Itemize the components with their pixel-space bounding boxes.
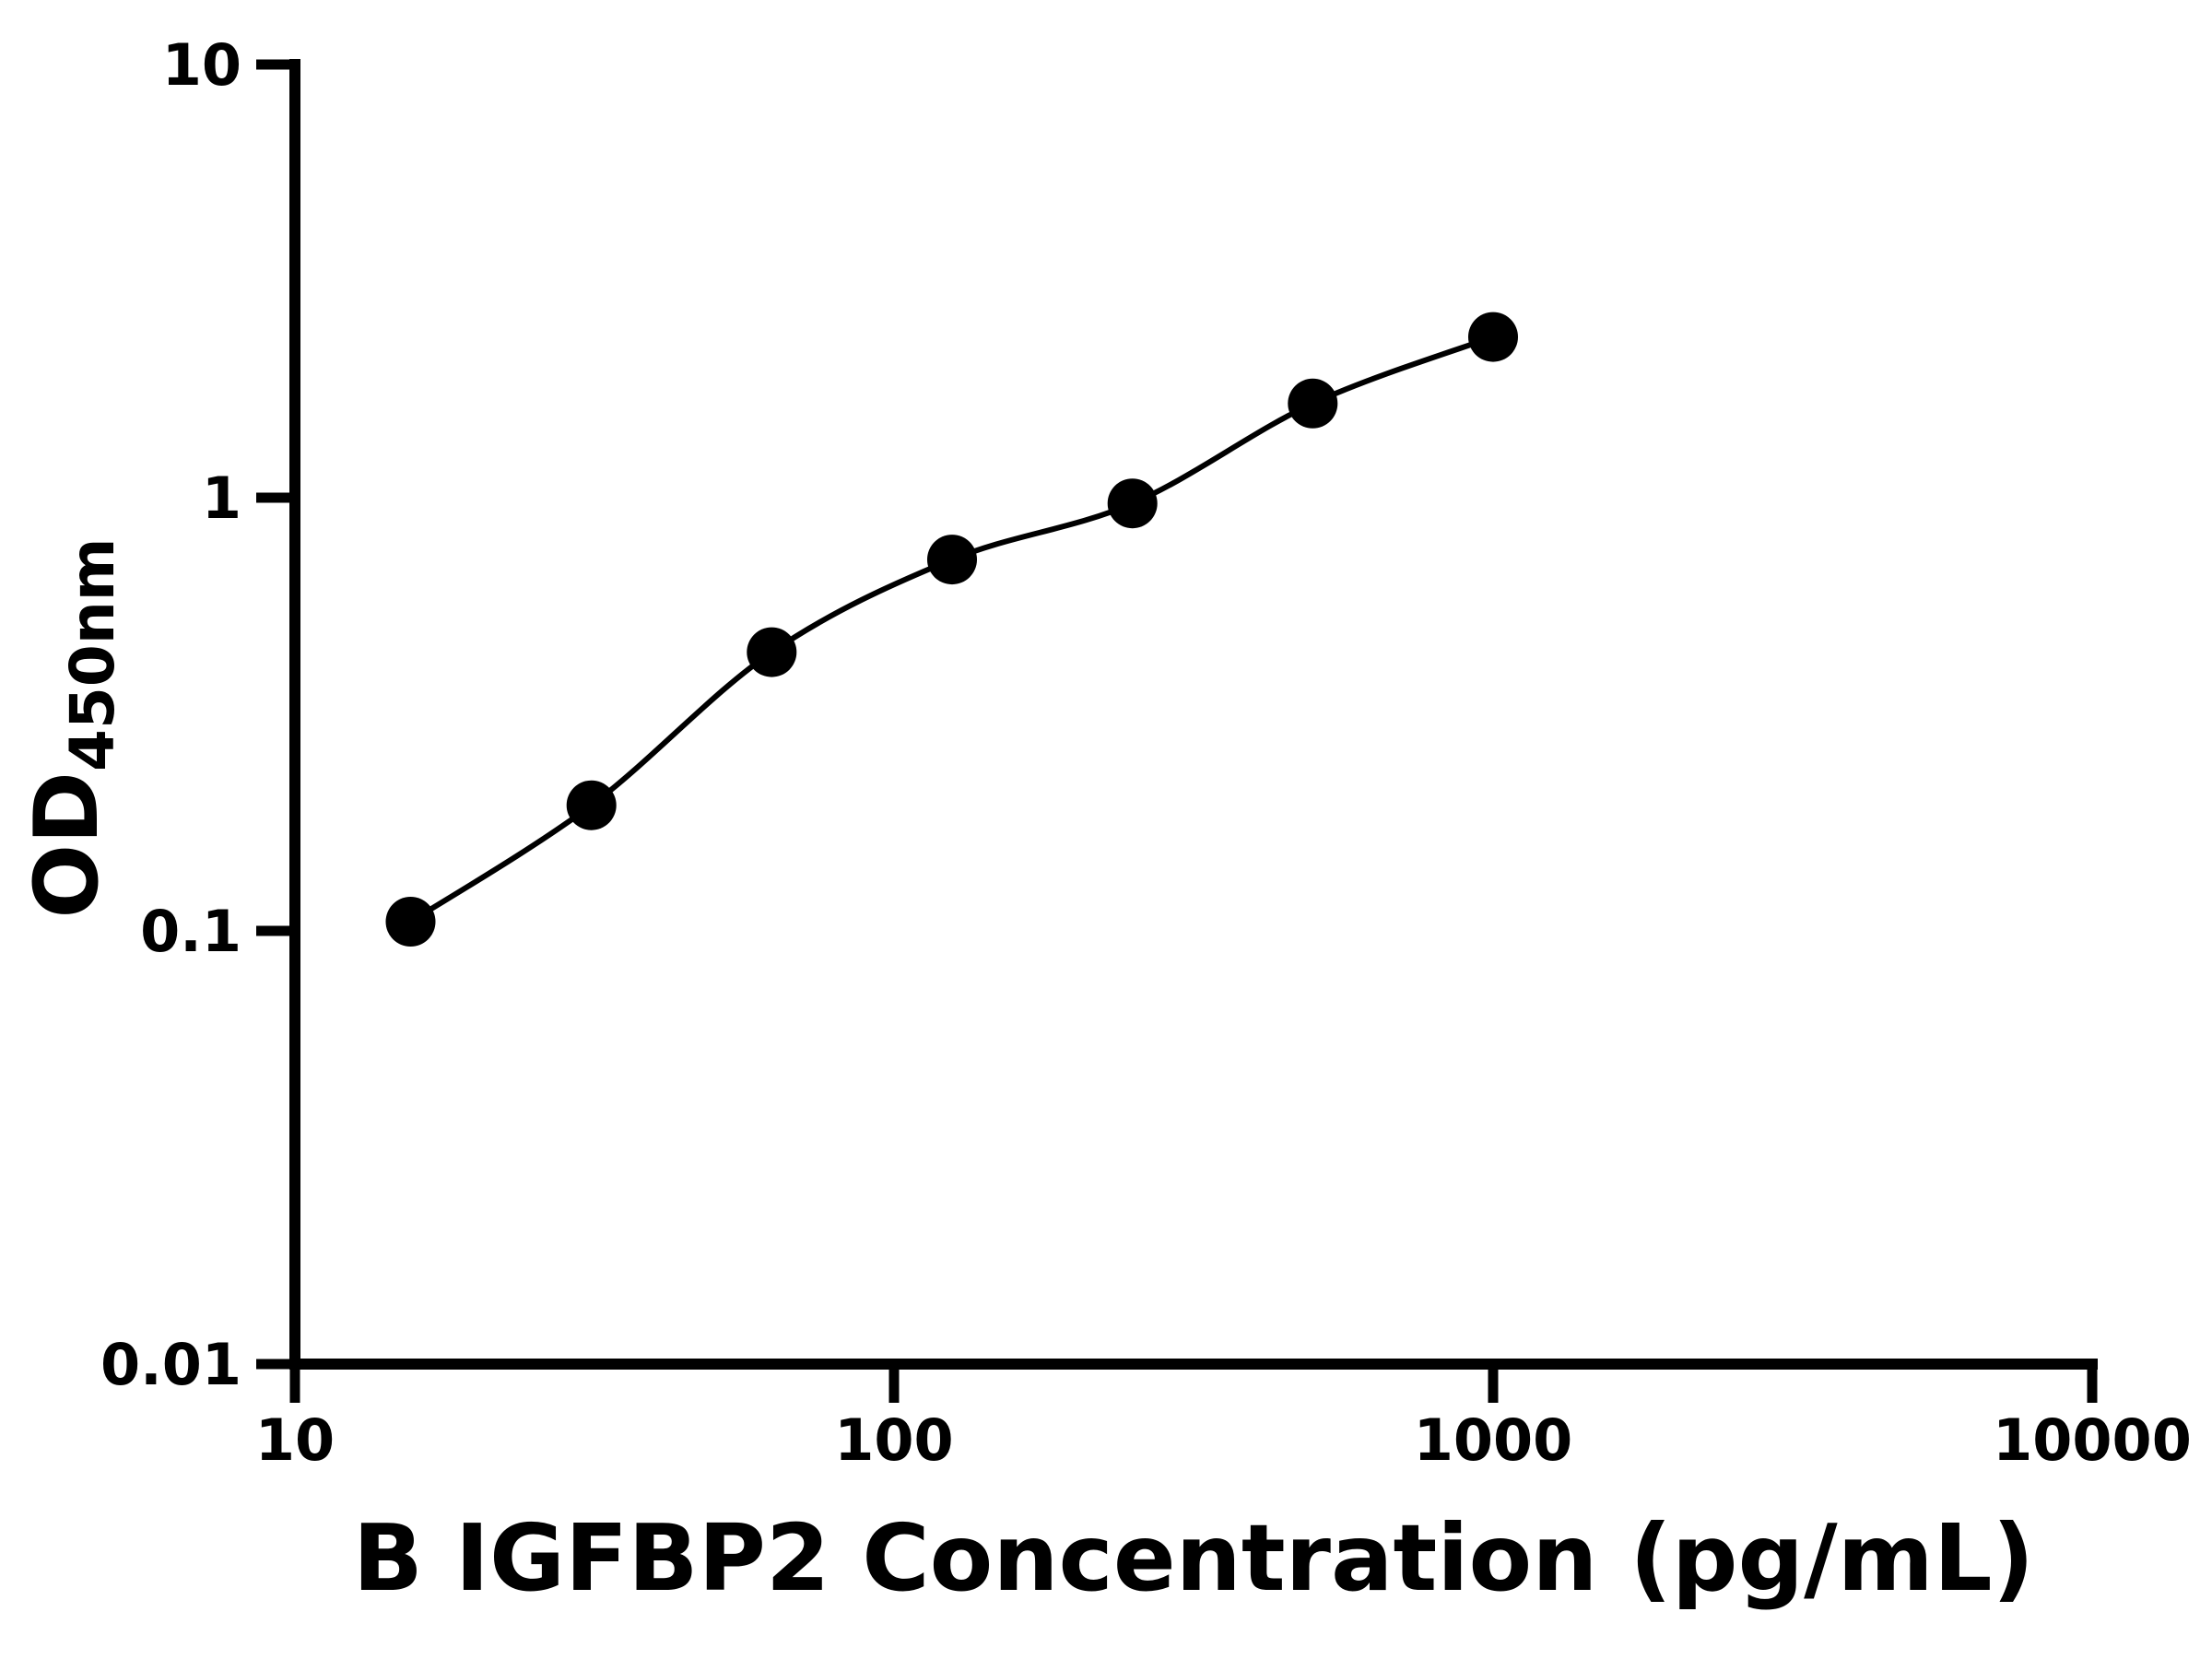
y-tick-label: 1 — [202, 465, 241, 532]
data-point-marker — [1468, 312, 1518, 362]
y-axis-title-main: OD — [17, 771, 118, 919]
x-tick-label: 10000 — [1993, 1406, 2192, 1474]
fit-curve — [408, 334, 1495, 924]
data-point-marker — [1107, 478, 1158, 529]
y-tick-label: 0.01 — [100, 1331, 241, 1398]
data-point-marker — [1288, 378, 1338, 429]
x-tick-label: 100 — [834, 1406, 953, 1474]
data-point-marker — [927, 535, 977, 585]
x-axis-title: B IGFBP2 Concentration (pg/mL) — [353, 1504, 2035, 1612]
axes-spine — [289, 59, 2098, 1370]
data-point-marker — [566, 780, 617, 830]
y-axis-title: OD450nm — [17, 537, 128, 918]
y-tick-label: 10 — [162, 31, 241, 99]
y-axis-title-subscript: 450nm — [57, 537, 128, 771]
data-point-marker — [385, 897, 436, 947]
data-point-marker — [747, 627, 797, 677]
x-tick-label: 1000 — [1414, 1406, 1573, 1474]
x-tick-label: 10 — [255, 1406, 335, 1474]
y-tick-label: 0.1 — [140, 898, 241, 965]
